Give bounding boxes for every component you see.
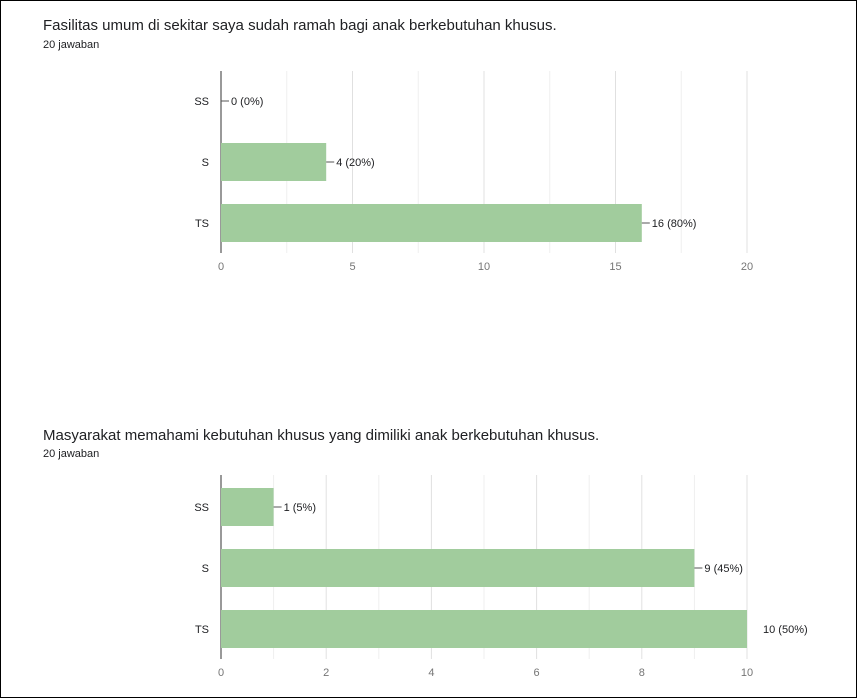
- data-label: 4 (20%): [336, 157, 375, 169]
- bar-ts: [221, 610, 747, 648]
- category-label: TS: [195, 218, 209, 230]
- bar-ts: [221, 204, 642, 242]
- bar-chart-1: 0 5 10 15 20 SS 0 (0%) S 4 (20%) TS 16 (80%): [194, 71, 753, 273]
- response-count-2: 20 jawaban: [43, 448, 100, 460]
- x-tick-label: 10: [741, 667, 753, 679]
- bar-ss: [221, 488, 274, 526]
- x-tick-label: 0: [218, 667, 224, 679]
- x-tick-label: 20: [741, 261, 753, 273]
- category-label: SS: [194, 502, 209, 514]
- data-label: 0 (0%): [231, 96, 263, 108]
- bar-chart-2: 0 2 4 6 8 10 SS 1 (5%) S 9 (45%) TS 10 (50%): [194, 475, 808, 679]
- x-tick-label: 4: [428, 667, 434, 679]
- category-label: S: [202, 563, 209, 575]
- x-tick-label: 0: [218, 261, 224, 273]
- bar-s: [221, 549, 695, 587]
- x-tick-label: 15: [609, 261, 621, 273]
- x-tick-label: 6: [534, 667, 540, 679]
- question-card-2: Masyarakat memahami kebutuhan khusus yan…: [1, 411, 856, 697]
- question-card-1: Fasilitas umum di sekitar saya sudah ram…: [1, 1, 856, 351]
- response-count-1: 20 jawaban: [43, 39, 100, 51]
- data-label: 9 (45%): [704, 563, 743, 575]
- data-label: 1 (5%): [284, 502, 316, 514]
- x-tick-label: 2: [323, 667, 329, 679]
- category-label: SS: [194, 96, 209, 108]
- data-label: 16 (80%): [652, 218, 697, 230]
- category-label: TS: [195, 624, 209, 636]
- x-tick-label: 5: [349, 261, 355, 273]
- bar-s: [221, 143, 327, 181]
- x-tick-label: 8: [639, 667, 645, 679]
- category-label: S: [202, 157, 209, 169]
- data-label: 10 (50%): [763, 624, 808, 636]
- question-title-1: Fasilitas umum di sekitar saya sudah ram…: [43, 17, 557, 34]
- x-tick-label: 10: [478, 261, 490, 273]
- question-title-2: Masyarakat memahami kebutuhan khusus yan…: [43, 427, 600, 444]
